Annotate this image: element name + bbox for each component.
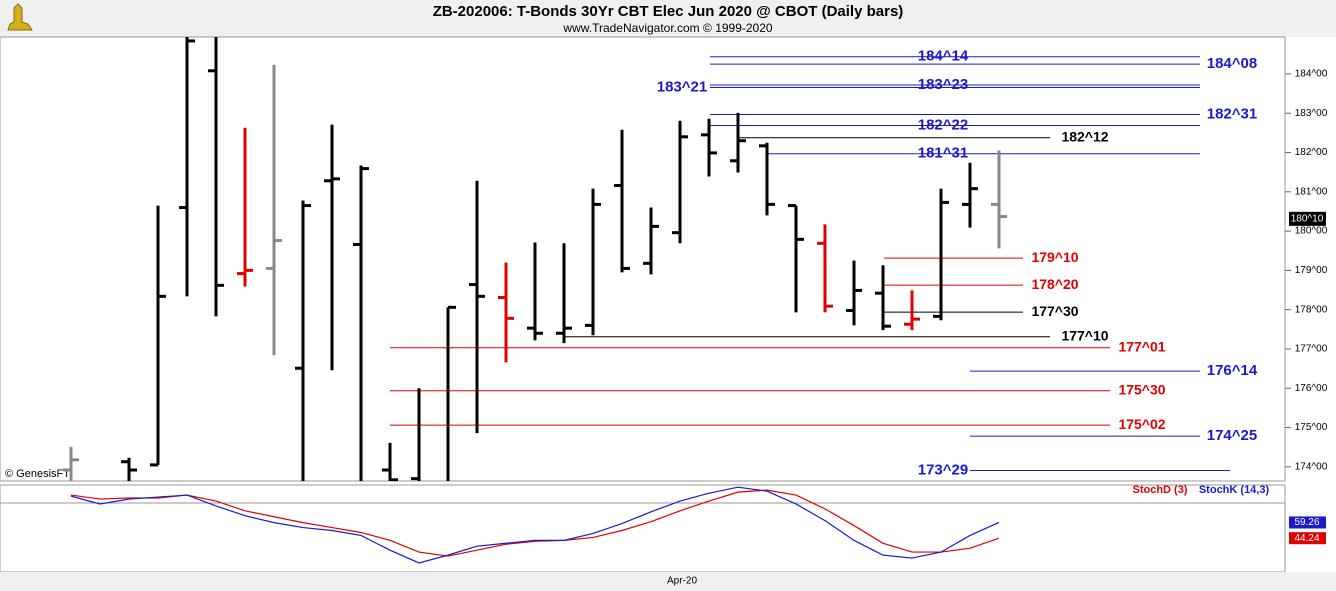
level-label: 184^08 xyxy=(1207,55,1257,72)
level-label: 178^20 xyxy=(1031,276,1078,292)
legend-entry: StochK (14,3) xyxy=(1199,484,1270,496)
level-label: 177^10 xyxy=(1061,327,1108,343)
level-label: 177^30 xyxy=(1031,303,1078,319)
level-label: 176^14 xyxy=(1207,362,1258,379)
y-tick-label: 175^00 xyxy=(1295,422,1328,433)
y-tick-label: 180^00 xyxy=(1295,226,1328,237)
stoch-line xyxy=(70,486,1000,564)
last-price-box xyxy=(1289,211,1326,226)
level-label: 181^31 xyxy=(918,145,968,162)
annotation: © GenesisFT xyxy=(5,468,70,480)
level-label: 184^14 xyxy=(918,48,969,65)
level-label: 183^23 xyxy=(918,76,968,93)
level-label: 182^31 xyxy=(1207,105,1257,122)
y-tick-label: 181^00 xyxy=(1295,186,1328,197)
level-label: 173^29 xyxy=(918,462,968,479)
x-axis-bg xyxy=(0,572,1336,591)
last-price-label: 180^10 xyxy=(1291,213,1324,224)
price-panel xyxy=(0,36,1286,482)
price-plot: 184^14 184^08 183^23 183^21 182^31 182^22 182^… xyxy=(63,37,1258,481)
y-tick-label: 184^00 xyxy=(1295,69,1328,80)
level-label: 182^22 xyxy=(918,116,968,133)
chart-subtitle: www.TradeNavigator.com © 1999-2020 xyxy=(562,21,772,35)
value-badge xyxy=(1289,516,1326,529)
header-bg xyxy=(0,0,1336,37)
value-badge xyxy=(1289,532,1326,545)
y-tick-label: 177^00 xyxy=(1295,344,1328,355)
y-tick-label: 176^00 xyxy=(1295,383,1328,394)
y-tick-label: 178^00 xyxy=(1295,304,1328,315)
level-label: 175^02 xyxy=(1118,416,1165,432)
y-tick-label: 179^00 xyxy=(1295,265,1328,276)
y-tick-label: 182^00 xyxy=(1295,147,1328,158)
logo xyxy=(7,3,33,31)
level-label: 183^21 xyxy=(657,78,707,95)
level-label: 177^01 xyxy=(1118,338,1165,354)
level-label: 174^25 xyxy=(1207,427,1257,444)
chart-title: ZB-202006: T-Bonds 30Yr CBT Elec Jun 202… xyxy=(433,3,904,20)
value-badge-label: 59.26 xyxy=(1294,517,1319,528)
level-label: 175^30 xyxy=(1118,381,1165,397)
stoch-line xyxy=(70,489,1000,557)
value-badge-label: 44.24 xyxy=(1294,533,1319,544)
stoch-plot xyxy=(70,486,1000,564)
stoch-panel xyxy=(0,484,1286,573)
x-tick-label: Apr-20 xyxy=(667,576,697,587)
y-tick-label: 174^00 xyxy=(1295,461,1328,472)
level-label: 182^12 xyxy=(1061,128,1108,144)
legend-entry: StochD (3) xyxy=(1133,484,1188,496)
y-tick-label: 183^00 xyxy=(1295,108,1328,119)
level-label: 179^10 xyxy=(1031,249,1078,265)
